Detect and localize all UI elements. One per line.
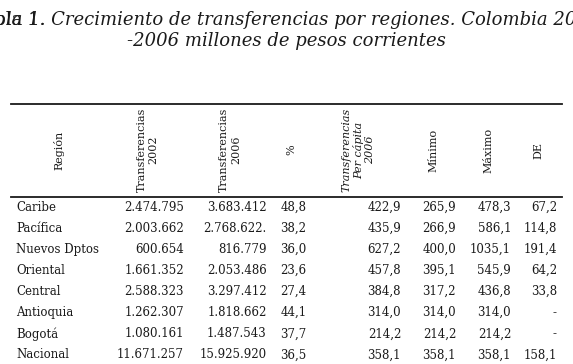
Text: 317,2: 317,2 — [423, 285, 456, 298]
Text: 1.661.352: 1.661.352 — [124, 264, 184, 277]
Text: 11.671.257: 11.671.257 — [117, 348, 184, 361]
Text: 400,0: 400,0 — [422, 243, 456, 256]
Text: Caribe: Caribe — [16, 201, 56, 214]
Text: 2.588.323: 2.588.323 — [124, 285, 184, 298]
Text: 314,0: 314,0 — [422, 306, 456, 319]
Text: 395,1: 395,1 — [422, 264, 456, 277]
Text: 2.474.795: 2.474.795 — [124, 201, 184, 214]
Text: 265,9: 265,9 — [422, 201, 456, 214]
Text: 627,2: 627,2 — [368, 243, 401, 256]
Text: 3.297.412: 3.297.412 — [207, 285, 266, 298]
Text: Central: Central — [16, 285, 61, 298]
Text: 422,9: 422,9 — [368, 201, 401, 214]
Text: 586,1: 586,1 — [478, 222, 511, 235]
Text: 314,0: 314,0 — [367, 306, 401, 319]
Text: 2.053.486: 2.053.486 — [207, 264, 266, 277]
Text: 600.654: 600.654 — [135, 243, 184, 256]
Text: Nuevos Dptos: Nuevos Dptos — [16, 243, 99, 256]
Text: 266,9: 266,9 — [422, 222, 456, 235]
Text: Transferencias
Per cápita
2006: Transferencias Per cápita 2006 — [341, 108, 375, 192]
Text: 2.768.622.: 2.768.622. — [203, 222, 266, 235]
Text: 27,4: 27,4 — [280, 285, 307, 298]
Text: 2.003.662: 2.003.662 — [124, 222, 184, 235]
Text: 214,2: 214,2 — [368, 327, 401, 340]
Text: -: - — [553, 306, 557, 319]
Text: 36,5: 36,5 — [280, 348, 307, 361]
Text: 436,8: 436,8 — [477, 285, 511, 298]
Text: 3.683.412: 3.683.412 — [207, 201, 266, 214]
Text: Mínimo: Mínimo — [428, 128, 438, 172]
Text: Oriental: Oriental — [16, 264, 65, 277]
Text: 191,4: 191,4 — [524, 243, 557, 256]
Text: 1.262.307: 1.262.307 — [124, 306, 184, 319]
Text: Tabla 1.: Tabla 1. — [0, 11, 46, 29]
Text: 314,0: 314,0 — [477, 306, 511, 319]
Text: Nacional: Nacional — [16, 348, 69, 361]
Text: 15.925.920: 15.925.920 — [199, 348, 266, 361]
Text: Transferencias
2002: Transferencias 2002 — [136, 108, 158, 192]
Text: 435,9: 435,9 — [367, 222, 401, 235]
Text: 1.487.543: 1.487.543 — [207, 327, 266, 340]
Text: 1035,1: 1035,1 — [470, 243, 511, 256]
Text: 214,2: 214,2 — [478, 327, 511, 340]
Text: 114,8: 114,8 — [524, 222, 557, 235]
Text: 44,1: 44,1 — [280, 306, 307, 319]
Text: 1.080.161: 1.080.161 — [124, 327, 184, 340]
Text: Transferencias
2006: Transferencias 2006 — [219, 108, 241, 192]
Text: Bogotá: Bogotá — [16, 327, 58, 341]
Text: %: % — [286, 145, 296, 155]
Text: 33,8: 33,8 — [531, 285, 557, 298]
Text: 37,7: 37,7 — [280, 327, 307, 340]
Text: 38,2: 38,2 — [280, 222, 307, 235]
Text: Pacífica: Pacífica — [16, 222, 62, 235]
Text: 457,8: 457,8 — [367, 264, 401, 277]
Text: 545,9: 545,9 — [477, 264, 511, 277]
Text: 816.779: 816.779 — [218, 243, 266, 256]
Text: -: - — [553, 327, 557, 340]
Text: 358,1: 358,1 — [368, 348, 401, 361]
Text: 358,1: 358,1 — [423, 348, 456, 361]
Text: 48,8: 48,8 — [280, 201, 307, 214]
Text: 1.818.662: 1.818.662 — [207, 306, 266, 319]
Text: Región: Región — [53, 131, 64, 170]
Text: 67,2: 67,2 — [531, 201, 557, 214]
Text: 23,6: 23,6 — [280, 264, 307, 277]
Text: 64,2: 64,2 — [531, 264, 557, 277]
Text: 358,1: 358,1 — [478, 348, 511, 361]
Text: 36,0: 36,0 — [280, 243, 307, 256]
Text: Tabla 1. Crecimiento de transferencias por regiones. Colombia 2002
-2006 millone: Tabla 1. Crecimiento de transferencias p… — [0, 11, 573, 51]
Text: 158,1: 158,1 — [524, 348, 557, 361]
Text: 214,2: 214,2 — [423, 327, 456, 340]
Text: 478,3: 478,3 — [477, 201, 511, 214]
Text: DE: DE — [533, 142, 544, 159]
Text: 384,8: 384,8 — [368, 285, 401, 298]
Text: Máximo: Máximo — [483, 128, 493, 173]
Text: Antioquia: Antioquia — [16, 306, 73, 319]
